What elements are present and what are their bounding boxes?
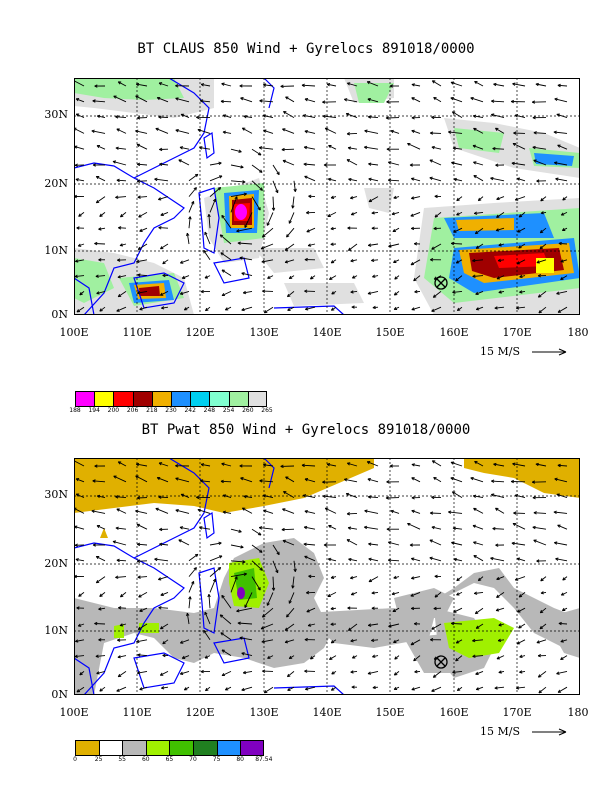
top-gyre-marker [434, 276, 448, 290]
colorbar-swatch [132, 391, 152, 407]
colorbar-swatch [228, 391, 248, 407]
colorbar-label: 194 [88, 407, 100, 414]
colorbar-swatch [240, 740, 264, 756]
colorbar-label: 25 [94, 756, 103, 763]
colorbar-label: 254 [222, 407, 235, 414]
colorbar-label: 200 [107, 407, 120, 414]
colorbar-swatch [94, 391, 114, 407]
colorbar-label: 265 [261, 407, 273, 414]
bottom-lon-150e: 150E [375, 706, 405, 719]
top-map [74, 78, 580, 315]
colorbar-swatch [247, 391, 267, 407]
colorbar-label: 0 [73, 756, 77, 763]
colorbar-label: 242 [184, 407, 196, 414]
top-vector-scale-label: 15 M/S [480, 345, 520, 358]
colorbar-label: 248 [203, 407, 216, 414]
bottom-lon-180: 180 [567, 706, 589, 719]
colorbar-swatch [98, 740, 123, 756]
colorbar-label: 55 [118, 756, 127, 763]
colorbar-label: 60 [141, 756, 150, 763]
top-colorbar [75, 391, 267, 407]
bottom-lon-120e: 120E [185, 706, 215, 719]
bottom-grid [74, 458, 580, 695]
colorbar-label: 206 [126, 407, 139, 414]
bottom-lat-10n: 10N [44, 624, 68, 637]
top-lon-180: 180 [567, 326, 589, 339]
colorbar-swatch [216, 740, 241, 756]
colorbar-swatch [151, 391, 171, 407]
colorbar-swatch [170, 391, 191, 407]
bottom-vector-scale-arrow [532, 728, 567, 736]
colorbar-label: 70 [189, 756, 197, 763]
top-lat-30n: 30N [44, 108, 68, 121]
colorbar-swatch [75, 391, 95, 407]
bottom-gyre-marker [434, 655, 448, 669]
top-grid [74, 78, 580, 315]
colorbar-swatch [113, 391, 133, 407]
bottom-lon-140e: 140E [312, 706, 342, 719]
top-lon-140e: 140E [312, 326, 342, 339]
top-lon-150e: 150E [375, 326, 405, 339]
bottom-wind-vectors [74, 459, 568, 694]
top-vector-scale-arrow [532, 348, 567, 356]
colorbar-label: 65 [165, 756, 174, 763]
colorbar-swatch [209, 391, 229, 407]
colorbar-label: 218 [146, 407, 158, 414]
top-lon-130e: 130E [249, 326, 279, 339]
bottom-lat-20n: 20N [44, 557, 68, 570]
top-lon-170e: 170E [502, 326, 532, 339]
top-panel-title: BT CLAUS 850 Wind + Gyrelocs 891018/0000 [137, 41, 475, 57]
bottom-lon-110e: 110E [122, 706, 152, 719]
colorbar-swatch [122, 740, 146, 756]
top-lon-160e: 160E [439, 326, 469, 339]
colorbar-label: 80 [236, 756, 245, 763]
bottom-lon-100e: 100E [59, 706, 89, 719]
bottom-lat-0n: 0N [51, 688, 68, 701]
colorbar-swatch [169, 740, 193, 756]
bottom-map [74, 458, 580, 695]
colorbar-swatch [190, 391, 210, 407]
top-lon-120e: 120E [185, 326, 215, 339]
top-lat-20n: 20N [44, 177, 68, 190]
colorbar-label: 230 [165, 407, 177, 414]
colorbar-swatch [192, 740, 217, 756]
top-lat-10n: 10N [44, 244, 68, 257]
top-wind-vectors [74, 79, 568, 314]
bottom-lat-30n: 30N [44, 488, 68, 501]
top-lon-100e: 100E [59, 326, 89, 339]
bottom-lon-160e: 160E [439, 706, 469, 719]
bottom-lon-130e: 130E [249, 706, 279, 719]
colorbar-label: 260 [242, 407, 254, 414]
colorbar-label: 87.54 [255, 756, 273, 763]
bottom-colorbar [75, 740, 264, 756]
bottom-lon-170e: 170E [502, 706, 532, 719]
colorbar-label: 188 [69, 407, 81, 414]
top-lon-110e: 110E [122, 326, 152, 339]
colorbar-label: 75 [212, 756, 221, 763]
bottom-panel-title: BT Pwat 850 Wind + Gyrelocs 891018/0000 [141, 422, 471, 438]
colorbar-swatch [145, 740, 170, 756]
bottom-vector-scale-label: 15 M/S [480, 725, 520, 738]
colorbar-swatch [75, 740, 99, 756]
top-lat-0n: 0N [51, 308, 68, 321]
